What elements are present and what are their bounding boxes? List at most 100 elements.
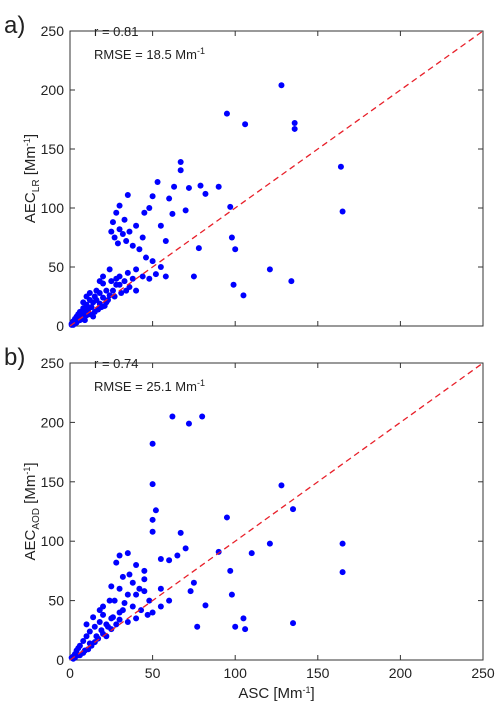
point — [80, 299, 87, 306]
point — [146, 275, 153, 282]
y-tick-label: 0 — [56, 318, 64, 334]
y-tick-label: 150 — [41, 474, 65, 490]
point — [139, 234, 146, 241]
point — [109, 287, 116, 294]
point — [144, 611, 151, 618]
point — [232, 623, 239, 630]
point — [136, 585, 143, 592]
y-tick-label: 50 — [48, 259, 64, 275]
point — [278, 82, 285, 89]
point — [182, 545, 189, 552]
point — [118, 289, 125, 296]
point — [113, 559, 120, 566]
label-part: ] — [311, 685, 315, 702]
point — [121, 216, 128, 223]
point — [133, 591, 140, 598]
label-part: [Mm — [22, 475, 39, 508]
point — [111, 597, 118, 604]
axes-frame — [69, 30, 484, 327]
point — [157, 603, 164, 610]
point — [182, 207, 189, 214]
y-tick-label: 200 — [41, 414, 65, 430]
point — [129, 603, 136, 610]
point — [157, 556, 164, 563]
point — [91, 623, 98, 630]
panel: 0 50 100 150 200 250 0 50 100 150 200 250 b) r = 0.74… — [4, 344, 495, 702]
point — [124, 192, 131, 199]
point — [248, 550, 255, 557]
y-tick-label: 250 — [41, 355, 65, 371]
point — [242, 626, 249, 633]
point — [187, 588, 194, 595]
point — [266, 540, 273, 547]
point — [169, 413, 176, 420]
point — [133, 561, 140, 568]
panel-label: b) — [4, 344, 25, 371]
point — [227, 567, 234, 574]
point — [83, 621, 90, 628]
point — [103, 287, 110, 294]
point — [240, 615, 247, 622]
point — [177, 529, 184, 536]
point — [195, 245, 202, 252]
label-part: -1 — [22, 138, 32, 146]
point — [223, 514, 230, 521]
point — [157, 585, 164, 592]
point — [149, 609, 156, 616]
point — [190, 579, 197, 586]
point — [291, 125, 298, 132]
label-part: AOD — [31, 508, 42, 530]
point — [177, 167, 184, 174]
label-part: -1 — [22, 467, 32, 475]
label-part: RMSE = 18.5 Mm — [94, 47, 197, 62]
label-part: LR — [31, 179, 42, 192]
point — [291, 120, 298, 127]
point — [242, 121, 249, 128]
point — [339, 208, 346, 215]
point — [116, 226, 123, 233]
point — [129, 275, 136, 282]
label-part: -1 — [197, 378, 205, 388]
point — [228, 591, 235, 598]
point — [104, 623, 111, 630]
point — [190, 273, 197, 280]
point — [93, 287, 100, 294]
point — [111, 234, 118, 241]
point — [83, 293, 90, 300]
y-tick-label: 200 — [41, 82, 65, 98]
point — [166, 597, 173, 604]
point — [290, 620, 297, 627]
point — [157, 264, 164, 270]
point — [106, 597, 113, 604]
point — [81, 647, 88, 654]
label-part: ] — [22, 134, 39, 138]
y-tick-label: 100 — [41, 200, 65, 216]
point — [202, 190, 209, 197]
point — [133, 615, 140, 622]
point — [266, 266, 273, 273]
point — [141, 588, 148, 595]
point — [106, 266, 113, 273]
point — [162, 273, 169, 280]
label-part: AEC — [22, 192, 39, 223]
point — [133, 287, 140, 294]
point — [108, 583, 115, 590]
point — [141, 209, 148, 216]
point — [278, 482, 285, 489]
point — [83, 633, 90, 640]
point — [129, 242, 136, 249]
point — [149, 258, 156, 265]
y-tick-label: 100 — [41, 533, 65, 549]
point — [96, 607, 103, 614]
point — [133, 266, 140, 273]
point — [129, 579, 136, 586]
point — [113, 621, 120, 628]
point — [80, 637, 87, 644]
y-axis-label: AECLR [Mm-1] — [22, 134, 42, 223]
point — [149, 440, 156, 447]
x-tick-label: 0 — [66, 665, 74, 681]
point — [71, 320, 78, 327]
y-tick-label: 50 — [48, 593, 64, 609]
point — [101, 302, 108, 309]
